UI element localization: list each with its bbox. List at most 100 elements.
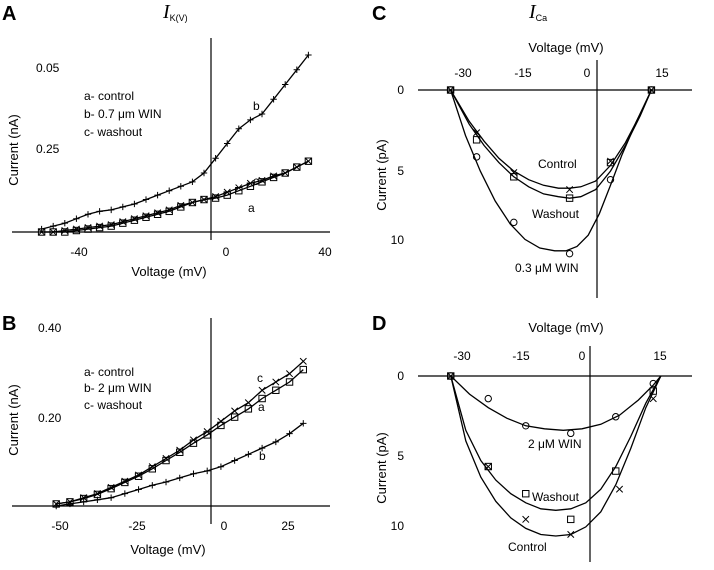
panel-b-point-c [299,357,307,365]
panel-a-point-c [130,215,138,223]
panel-b-point-c [272,378,280,386]
panel-a-title-main: I [162,1,171,23]
panel-a-point-c [293,163,301,171]
panel-b-y-label: Current (nA) [6,384,21,456]
panel-label-b: B [2,313,16,335]
panel-a-point-b [282,81,289,88]
panel-d-series-label: Control [508,540,547,554]
panel-label-c: C [372,3,386,25]
panel-b-point-a [162,456,170,465]
panel-c-point-washout [472,136,481,144]
panel-b-point-b [135,486,142,493]
panel-a-point-b [61,219,68,227]
panel-a-point-a [200,195,208,204]
panel-b-point-a [134,472,143,480]
panel-a-point-c [107,221,115,229]
panel-b-point-a [121,478,129,487]
panel-a-point-a [84,225,92,233]
panel-c-point-0-3-m-win [472,153,481,161]
panel-b-point-c [231,407,239,415]
panel-a-point-b [212,155,219,162]
panel-b-legend-entry: b- 2 μm WIN [84,381,152,395]
panel-b-point-b [272,438,280,446]
panel-b-point-c [285,370,294,378]
panel-a-point-b [84,211,92,218]
panel-b-x-tick: -25 [128,519,146,533]
panel-c-point-0-3-m-win [565,249,574,258]
panel-b-y-tick: 0.20 [38,411,62,425]
panel-a-point-c [258,176,266,184]
panel-c-point-0-3-m-win [510,218,518,227]
panel-d-x-tick: 0 [579,349,586,363]
panel-a-point-a [107,222,115,230]
panel-b-series-label: c [257,371,263,385]
panel-a-point-b [131,200,138,208]
panel-b-point-a [189,439,198,447]
panel-b-point-b [94,496,101,503]
panel-b-y-tick: 0.40 [38,321,62,335]
panel-b-point-b [176,474,183,482]
panel-b-point-a [272,386,280,394]
panel-d-x-tick: -30 [453,349,471,363]
panel-a-y-label: Current (nA) [6,114,21,186]
panel-a-point-b [177,183,184,190]
panel-b-point-b [107,494,115,501]
panel-d-point-2-m-win [612,413,620,421]
panel-b-point-a [176,448,184,456]
panel-a-point-c [270,172,278,180]
panel-b-point-a [203,431,211,439]
panel-a-point-c [235,184,243,192]
panel-b-point-b [80,498,87,506]
panel-b-x-label: Voltage (mV) [130,542,205,557]
panel-a-point-a [281,169,289,177]
panel-a-point-b [235,125,242,132]
panel-a-point-a [293,163,301,171]
panel-a-x-tick: 0 [223,245,230,259]
panel-d-y-tick: 10 [391,519,405,533]
panel-b-point-c [244,399,252,407]
panel-c-title: ICa [528,1,547,23]
panel-b-point-b [300,420,307,427]
panel-a-series-label: b [253,99,260,113]
panel-a-point-c [154,209,162,217]
panel-a-series-line-b [41,54,309,230]
panel-c-y-label: Current (pA) [374,139,389,211]
panel-d-point-2-m-win [484,394,492,403]
panel-c-point-control [566,186,574,194]
panel-b-point-b [162,478,170,486]
panel-d-point-control [567,530,575,539]
panel-a-series-line-a [41,160,309,233]
panel-d-point-washout [612,467,620,475]
panel-a-point-c [61,226,69,235]
panel-d-x-tick: 15 [653,349,667,363]
panel-d-point-washout [649,387,657,395]
panel-a-point-c [188,198,196,207]
panel-a-point-b [200,169,208,177]
panel-a-title-subscript: K(V) [170,13,188,23]
panel-c-point-washout [565,194,574,202]
panel-b-point-b [190,470,197,477]
panel-c-title-main: I [528,1,537,23]
panel-c-title-subscript: Ca [536,13,548,23]
panel-c-series-line-control [450,89,652,189]
panel-b-point-b [53,502,60,510]
panel-a-point-b [142,196,150,203]
panel-a-point-c [200,195,208,204]
panel-a-x-label: Voltage (mV) [131,264,206,279]
panel-d-y-tick: 0 [397,369,404,383]
panel-a-series-label: c [253,174,259,188]
panel-c-series-label: 0.3 μM WIN [515,261,579,275]
panel-b-x-tick: -50 [51,519,69,533]
panel-b-point-b [258,444,266,452]
panel-c-x-tick: -15 [514,66,532,80]
panel-d-series-line-washout [450,375,662,511]
panel-a-point-c [223,188,231,196]
panel-c-point-0-3-m-win [446,86,455,94]
panel-b-point-b [121,490,129,497]
panel-b-point-a [217,421,225,430]
panel-b-point-b [217,463,225,470]
panel-c-y-tick: 10 [391,233,405,247]
panel-c-point-control [473,129,481,137]
panel-b-point-c [162,454,170,463]
panel-b-x-tick: 0 [221,519,228,533]
